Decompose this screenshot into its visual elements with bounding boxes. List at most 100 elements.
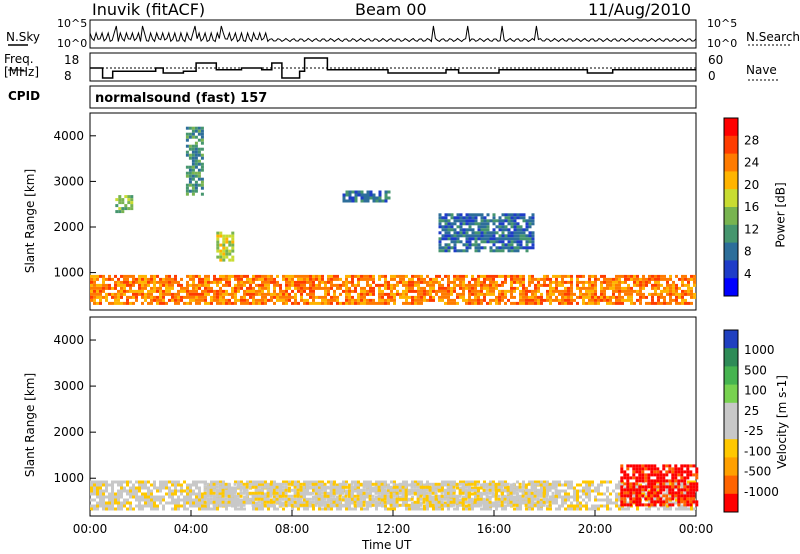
power-cell: [207, 277, 210, 281]
power-cell: [510, 237, 514, 241]
power-cell: [357, 280, 360, 284]
power-cell: [150, 274, 153, 278]
velocity-cell: [203, 500, 207, 504]
velocity-cell: [659, 500, 663, 504]
velocity-cell: [419, 488, 423, 492]
power-cell: [474, 249, 478, 253]
velocity-cell: [594, 495, 597, 499]
velocity-cell: [392, 494, 396, 498]
power-cell: [531, 298, 534, 302]
power-cell: [195, 283, 198, 287]
velocity-cell: [246, 480, 249, 484]
power-cell: [123, 277, 126, 281]
power-cell: [345, 301, 348, 305]
power-cell: [336, 301, 339, 305]
power-cell: [510, 216, 514, 220]
power-cell: [147, 292, 150, 296]
velocity-cell: [545, 500, 549, 504]
power-cell: [243, 280, 246, 284]
velocity-cell: [408, 507, 411, 511]
power-cell: [432, 289, 435, 293]
power-cell: [522, 237, 526, 241]
velocity-cell: [695, 500, 699, 504]
power-cell: [645, 283, 648, 287]
power-cell: [531, 237, 535, 241]
power-cell: [318, 280, 321, 284]
velocity-cell: [159, 486, 162, 490]
velocity-cell: [230, 491, 234, 495]
velocity-cell: [638, 491, 642, 495]
power-cell: [441, 286, 444, 290]
velocity-cell: [284, 491, 288, 495]
velocity-cell: [638, 464, 642, 468]
velocity-cell: [588, 492, 591, 496]
velocity-cell: [677, 470, 681, 474]
velocity-cell: [686, 491, 690, 495]
velocity-cell: [183, 495, 186, 499]
power-cell: [663, 286, 666, 290]
power-cell: [294, 295, 297, 299]
velocity-cell: [638, 479, 642, 483]
power-cell: [447, 274, 450, 278]
power-cell: [600, 280, 603, 284]
velocity-cell: [588, 489, 591, 493]
cpid-label: CPID: [8, 89, 41, 103]
power-cell: [384, 190, 388, 194]
power-cell: [591, 298, 594, 302]
velocity-cell: [410, 485, 414, 489]
power-cell: [396, 274, 399, 278]
power-cell: [222, 255, 226, 259]
power-cell: [270, 280, 273, 284]
velocity-cell: [680, 491, 684, 495]
power-cell: [486, 222, 490, 226]
velocity-cell: [597, 486, 600, 490]
velocity-cell: [189, 486, 192, 490]
power-cell: [669, 301, 672, 305]
power-cell: [525, 301, 528, 305]
power-cell: [600, 295, 603, 299]
velocity-cell: [546, 492, 549, 496]
power-cell: [438, 240, 442, 244]
power-cell: [336, 274, 339, 278]
velocity-cell: [330, 480, 333, 484]
velocity-cell: [657, 483, 660, 487]
power-cell: [225, 292, 228, 296]
velocity-cell: [545, 482, 549, 486]
velocity-cell: [132, 489, 135, 493]
velocity-cell: [300, 495, 303, 499]
velocity-cell: [206, 494, 210, 498]
velocity-cell: [579, 507, 582, 511]
power-cell: [387, 301, 390, 305]
velocity-cell: [627, 507, 630, 511]
power-cell: [525, 249, 529, 253]
velocity-cell: [383, 488, 387, 492]
power-cell: [510, 277, 513, 281]
power-cell: [348, 190, 352, 194]
velocity-cell: [606, 480, 609, 484]
power-cell: [672, 280, 675, 284]
power-cell: [513, 277, 516, 281]
power-cell: [687, 280, 690, 284]
velocity-cell: [659, 482, 663, 486]
power-cell: [411, 286, 414, 290]
power-cell: [255, 274, 258, 278]
velocity-cell: [635, 482, 639, 486]
power-cell: [90, 295, 93, 299]
velocity-cell: [239, 494, 243, 498]
power-cell: [194, 183, 198, 187]
power-cell: [213, 289, 216, 293]
velocity-cell: [108, 501, 111, 505]
velocity-cell: [510, 483, 513, 487]
power-cell: [456, 283, 459, 287]
velocity-cell: [348, 492, 351, 496]
velocity-cell: [656, 470, 660, 474]
velocity-cell: [461, 503, 465, 507]
velocity-cell: [437, 500, 441, 504]
velocity-cell: [540, 498, 543, 502]
power-cell: [255, 301, 258, 305]
velocity-cell: [342, 480, 345, 484]
velocity-cell: [296, 503, 300, 507]
power-cell: [252, 286, 255, 290]
velocity-cell: [351, 507, 354, 511]
velocity-cell: [446, 500, 450, 504]
